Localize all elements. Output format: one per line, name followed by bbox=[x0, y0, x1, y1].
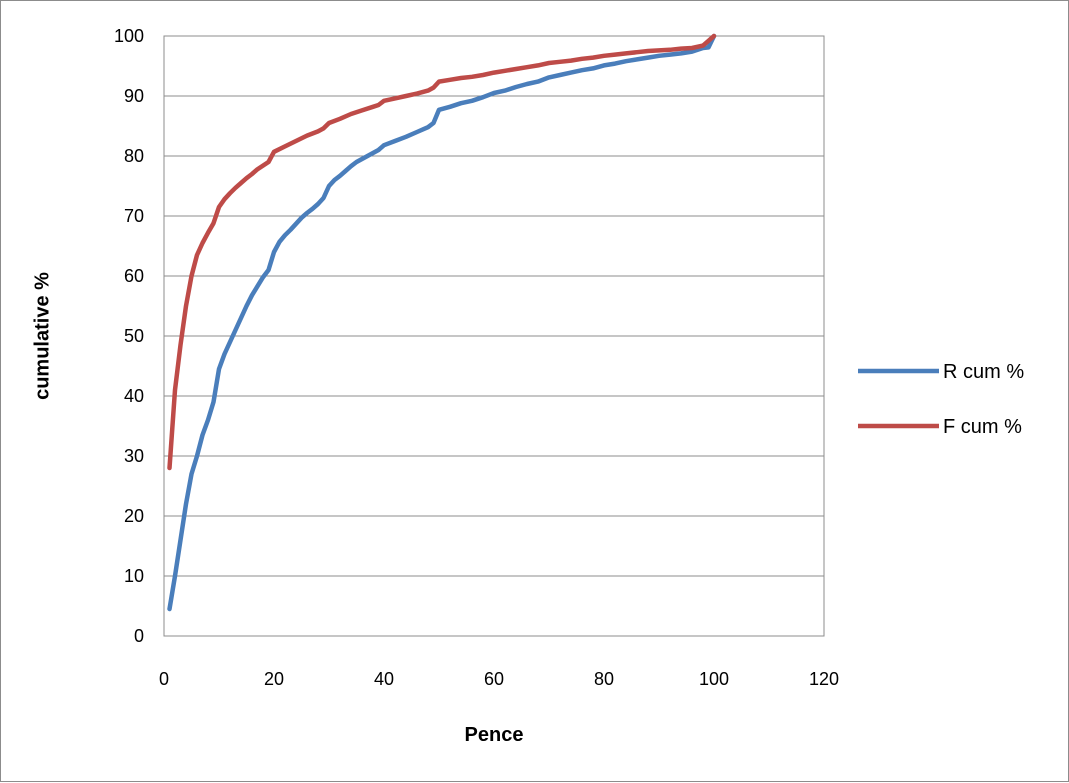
y-tick-label: 70 bbox=[124, 206, 144, 226]
y-tick-label: 90 bbox=[124, 86, 144, 106]
x-tick-label: 80 bbox=[594, 669, 614, 689]
series-line-0 bbox=[167, 33, 717, 612]
y-tick-label: 0 bbox=[134, 626, 144, 646]
series-layer bbox=[167, 33, 717, 612]
legend-label-0: R cum % bbox=[943, 361, 1024, 383]
y-tick-label: 60 bbox=[124, 266, 144, 286]
y-axis-title: cumulative % bbox=[31, 272, 53, 400]
x-tick-label: 60 bbox=[484, 669, 504, 689]
x-tick-label: 0 bbox=[159, 669, 169, 689]
gridlines bbox=[164, 35, 824, 637]
x-axis-ticks: 0 20 40 60 80 100 120 bbox=[159, 669, 839, 689]
x-tick-label: 40 bbox=[374, 669, 394, 689]
y-tick-label: 100 bbox=[114, 26, 144, 46]
legend: R cum % F cum % bbox=[858, 361, 1024, 438]
series-line-1 bbox=[167, 33, 717, 471]
legend-label-1: F cum % bbox=[943, 416, 1022, 438]
y-tick-label: 10 bbox=[124, 566, 144, 586]
y-tick-label: 30 bbox=[124, 446, 144, 466]
y-axis-ticks: 0 10 20 30 40 50 60 70 80 90 100 bbox=[114, 26, 144, 646]
y-tick-label: 20 bbox=[124, 506, 144, 526]
x-tick-label: 100 bbox=[699, 669, 729, 689]
y-tick-label: 40 bbox=[124, 386, 144, 406]
y-tick-label: 50 bbox=[124, 326, 144, 346]
x-axis-title: Pence bbox=[465, 724, 524, 746]
x-tick-label: 20 bbox=[264, 669, 284, 689]
y-tick-label: 80 bbox=[124, 146, 144, 166]
x-tick-label: 120 bbox=[809, 669, 839, 689]
plot-area-border bbox=[163, 35, 825, 637]
